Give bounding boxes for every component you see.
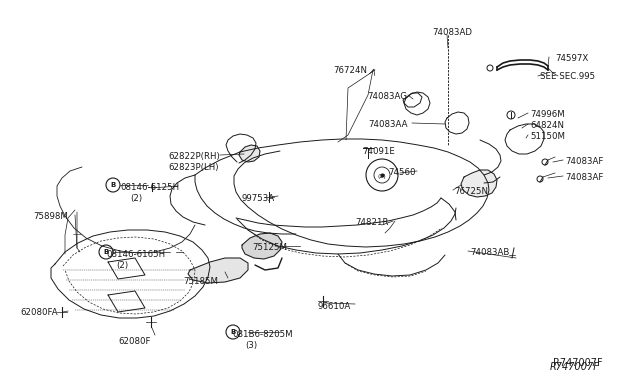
Text: B: B: [104, 249, 109, 255]
Text: 74560: 74560: [388, 168, 415, 177]
Text: SEE SEC.995: SEE SEC.995: [540, 72, 595, 81]
Text: (2): (2): [378, 174, 387, 179]
Text: 62822P(RH): 62822P(RH): [168, 152, 220, 161]
Polygon shape: [461, 170, 497, 197]
Text: B: B: [230, 329, 236, 335]
Text: 74083AG: 74083AG: [367, 92, 407, 101]
Text: R747007F: R747007F: [550, 362, 600, 372]
Text: B: B: [110, 182, 116, 188]
Text: 74996M: 74996M: [530, 110, 564, 119]
Text: 74083AF: 74083AF: [565, 157, 604, 166]
Polygon shape: [242, 233, 282, 259]
Text: 08146-6165H: 08146-6165H: [106, 250, 165, 259]
Text: 081B6-8205M: 081B6-8205M: [232, 330, 292, 339]
Text: 96610A: 96610A: [318, 302, 351, 311]
Text: (2): (2): [130, 194, 142, 203]
Text: 51150M: 51150M: [530, 132, 565, 141]
Text: 76725N: 76725N: [454, 187, 488, 196]
Text: 08146-6125H: 08146-6125H: [120, 183, 179, 192]
Text: 74083AD: 74083AD: [432, 28, 472, 37]
Polygon shape: [188, 258, 248, 283]
Text: 76724N: 76724N: [333, 66, 367, 75]
Text: 74083AB: 74083AB: [470, 248, 509, 257]
Text: 74597X: 74597X: [555, 54, 588, 63]
Text: 75185M: 75185M: [183, 277, 218, 286]
Text: 62080F: 62080F: [118, 337, 150, 346]
Text: 62823P(LH): 62823P(LH): [168, 163, 218, 172]
Text: 75898M: 75898M: [33, 212, 68, 221]
Text: 74083AA: 74083AA: [368, 120, 408, 129]
Text: 75125M: 75125M: [252, 243, 287, 252]
Text: 74083AF: 74083AF: [565, 173, 604, 182]
Text: 64824N: 64824N: [530, 121, 564, 130]
Polygon shape: [239, 145, 260, 162]
Text: R747007F: R747007F: [553, 358, 603, 368]
Text: 74821R: 74821R: [355, 218, 388, 227]
Text: (2): (2): [116, 261, 128, 270]
Text: 74091E: 74091E: [362, 147, 395, 156]
Text: (3): (3): [245, 341, 257, 350]
Text: 99753A: 99753A: [241, 194, 274, 203]
Text: 62080FA: 62080FA: [20, 308, 58, 317]
